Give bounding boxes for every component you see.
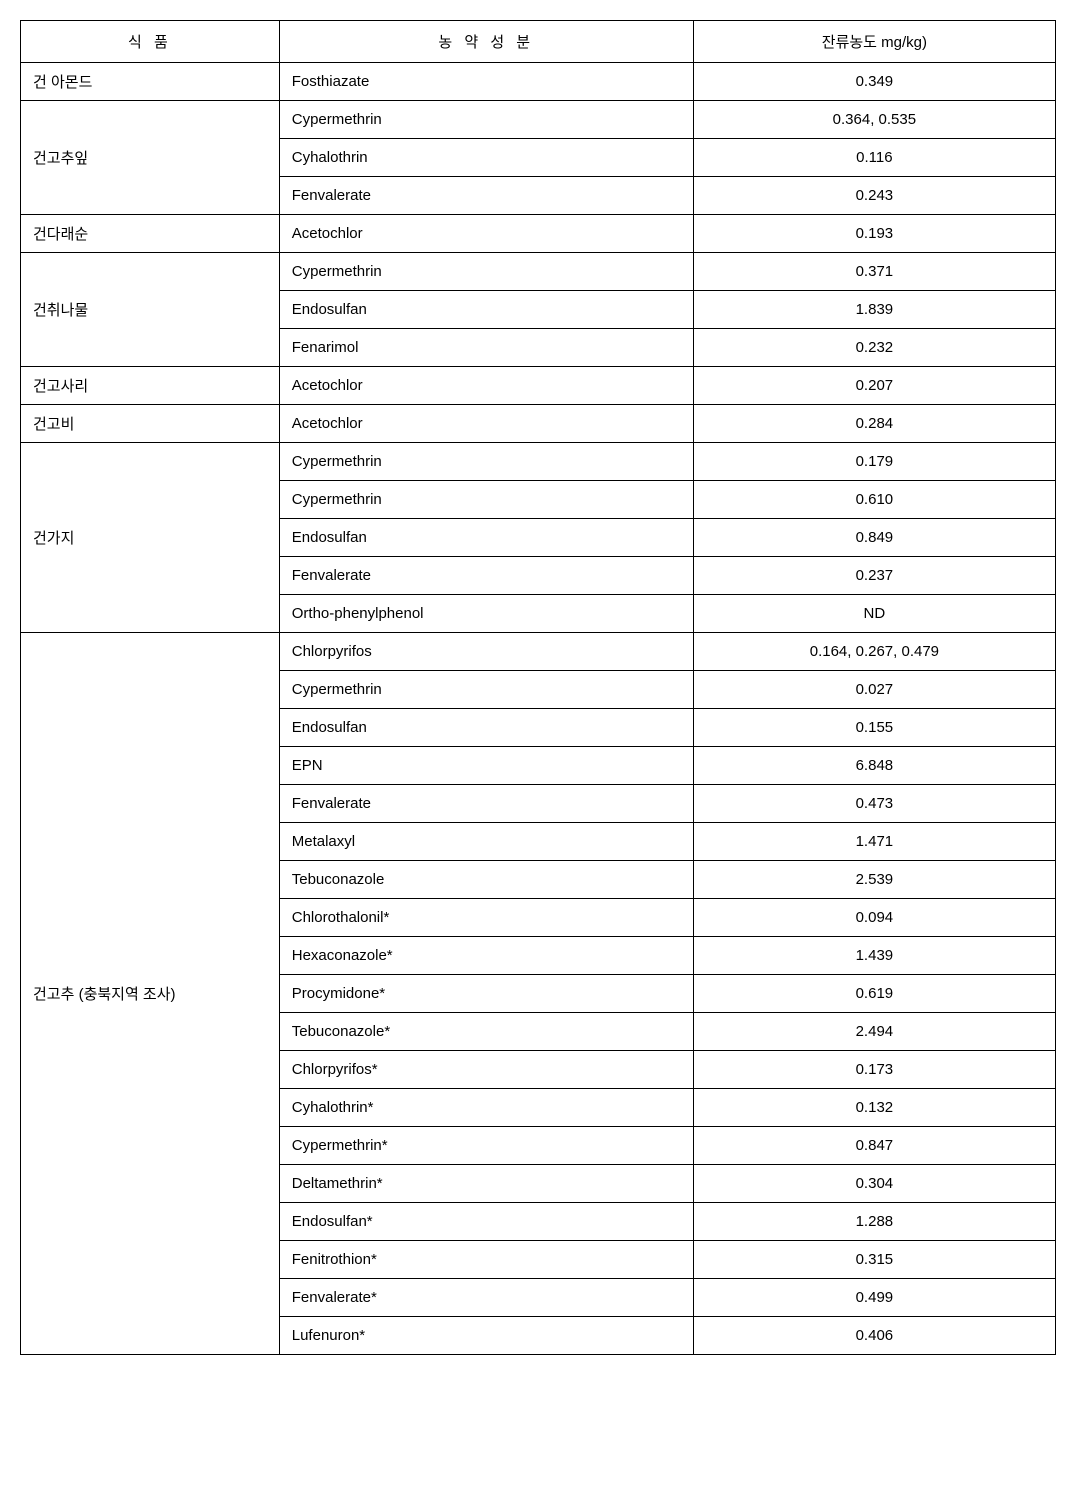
residue-cell: 1.471: [693, 823, 1055, 861]
pesticide-cell: Fenarimol: [279, 329, 693, 367]
table-row: 건 아몬드Fosthiazate0.349: [21, 63, 1056, 101]
food-cell: 건취나물: [21, 253, 280, 367]
residue-cell: 0.207: [693, 367, 1055, 405]
food-cell: 건가지: [21, 443, 280, 633]
residue-cell: 0.193: [693, 215, 1055, 253]
pesticide-cell: Endosulfan: [279, 291, 693, 329]
table-row: 건가지Cypermethrin0.179: [21, 443, 1056, 481]
table-row: 건다래순Acetochlor0.193: [21, 215, 1056, 253]
residue-cell: 0.237: [693, 557, 1055, 595]
pesticide-cell: Procymidone*: [279, 975, 693, 1013]
residue-cell: 0.027: [693, 671, 1055, 709]
table-row: 건고사리Acetochlor0.207: [21, 367, 1056, 405]
pesticide-cell: Tebuconazole*: [279, 1013, 693, 1051]
pesticide-cell: Endosulfan: [279, 519, 693, 557]
residue-cell: 0.610: [693, 481, 1055, 519]
residue-cell: 0.155: [693, 709, 1055, 747]
residue-cell: 0.164, 0.267, 0.479: [693, 633, 1055, 671]
residue-cell: 0.849: [693, 519, 1055, 557]
residue-cell: 0.243: [693, 177, 1055, 215]
table-row: 건고비Acetochlor0.284: [21, 405, 1056, 443]
pesticide-cell: Hexaconazole*: [279, 937, 693, 975]
food-cell: 건고추잎: [21, 101, 280, 215]
pesticide-cell: Ortho-phenylphenol: [279, 595, 693, 633]
pesticide-residue-table: 식 품 농 약 성 분 잔류농도 mg/kg) 건 아몬드Fosthiazate…: [20, 20, 1056, 1355]
food-cell: 건고추 (충북지역 조사): [21, 633, 280, 1355]
pesticide-cell: Chlorpyrifos*: [279, 1051, 693, 1089]
pesticide-cell: Chlorothalonil*: [279, 899, 693, 937]
pesticide-cell: Fenvalerate: [279, 785, 693, 823]
pesticide-cell: Cypermethrin: [279, 443, 693, 481]
pesticide-cell: Cypermethrin: [279, 671, 693, 709]
residue-cell: 1.839: [693, 291, 1055, 329]
pesticide-cell: Cypermethrin: [279, 253, 693, 291]
residue-cell: 2.539: [693, 861, 1055, 899]
pesticide-cell: Fosthiazate: [279, 63, 693, 101]
residue-cell: 0.371: [693, 253, 1055, 291]
table-row: 건고추 (충북지역 조사)Chlorpyrifos0.164, 0.267, 0…: [21, 633, 1056, 671]
pesticide-cell: Endosulfan: [279, 709, 693, 747]
header-food: 식 품: [21, 21, 280, 63]
pesticide-cell: Endosulfan*: [279, 1203, 693, 1241]
pesticide-cell: Cyhalothrin*: [279, 1089, 693, 1127]
residue-cell: 0.304: [693, 1165, 1055, 1203]
pesticide-cell: Fenvalerate*: [279, 1279, 693, 1317]
pesticide-cell: Fenvalerate: [279, 177, 693, 215]
food-cell: 건다래순: [21, 215, 280, 253]
pesticide-cell: Acetochlor: [279, 215, 693, 253]
pesticide-cell: Cypermethrin*: [279, 1127, 693, 1165]
residue-cell: 0.499: [693, 1279, 1055, 1317]
pesticide-cell: Acetochlor: [279, 405, 693, 443]
table-row: 건취나물Cypermethrin0.371: [21, 253, 1056, 291]
residue-cell: 0.349: [693, 63, 1055, 101]
pesticide-cell: Chlorpyrifos: [279, 633, 693, 671]
residue-cell: 0.116: [693, 139, 1055, 177]
pesticide-cell: Lufenuron*: [279, 1317, 693, 1355]
food-cell: 건 아몬드: [21, 63, 280, 101]
header-residue: 잔류농도 mg/kg): [693, 21, 1055, 63]
pesticide-cell: EPN: [279, 747, 693, 785]
table-header-row: 식 품 농 약 성 분 잔류농도 mg/kg): [21, 21, 1056, 63]
residue-cell: 0.284: [693, 405, 1055, 443]
food-cell: 건고비: [21, 405, 280, 443]
table-row: 건고추잎Cypermethrin0.364, 0.535: [21, 101, 1056, 139]
residue-cell: 0.173: [693, 1051, 1055, 1089]
residue-cell: 0.473: [693, 785, 1055, 823]
residue-cell: 1.288: [693, 1203, 1055, 1241]
pesticide-cell: Acetochlor: [279, 367, 693, 405]
residue-cell: ND: [693, 595, 1055, 633]
pesticide-cell: Metalaxyl: [279, 823, 693, 861]
pesticide-cell: Cypermethrin: [279, 481, 693, 519]
pesticide-cell: Deltamethrin*: [279, 1165, 693, 1203]
pesticide-cell: Tebuconazole: [279, 861, 693, 899]
pesticide-cell: Fenitrothion*: [279, 1241, 693, 1279]
residue-cell: 6.848: [693, 747, 1055, 785]
residue-cell: 1.439: [693, 937, 1055, 975]
pesticide-cell: Cyhalothrin: [279, 139, 693, 177]
residue-cell: 0.232: [693, 329, 1055, 367]
food-cell: 건고사리: [21, 367, 280, 405]
residue-cell: 2.494: [693, 1013, 1055, 1051]
residue-cell: 0.315: [693, 1241, 1055, 1279]
pesticide-cell: Fenvalerate: [279, 557, 693, 595]
residue-cell: 0.847: [693, 1127, 1055, 1165]
pesticide-cell: Cypermethrin: [279, 101, 693, 139]
residue-cell: 0.094: [693, 899, 1055, 937]
header-pesticide: 농 약 성 분: [279, 21, 693, 63]
residue-cell: 0.179: [693, 443, 1055, 481]
residue-cell: 0.132: [693, 1089, 1055, 1127]
residue-cell: 0.406: [693, 1317, 1055, 1355]
residue-cell: 0.364, 0.535: [693, 101, 1055, 139]
residue-cell: 0.619: [693, 975, 1055, 1013]
